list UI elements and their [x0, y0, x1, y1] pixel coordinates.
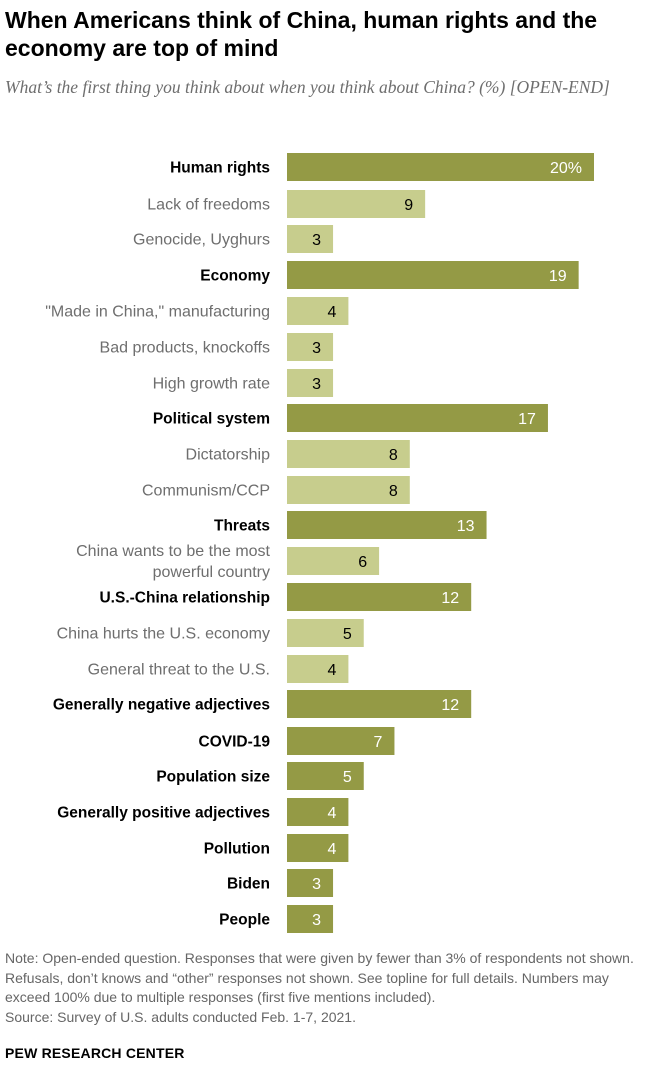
category-label: Communism/CCP [142, 483, 270, 500]
bar-row: People 3 [219, 905, 334, 933]
value-label: 6 [358, 554, 367, 571]
bar-chart: Human rights 20% Lack of freedoms 9 Genocide… [45, 153, 594, 933]
bar [287, 369, 334, 397]
bar [287, 690, 472, 718]
bar [287, 404, 548, 432]
value-label: 17 [518, 411, 536, 428]
bar-row: Communism/CCP 8 [142, 476, 410, 504]
bar-row: Population size 5 [156, 762, 364, 790]
bar-row: Bad products, knockoffs 3 [100, 333, 334, 361]
bar-row: Threats 13 [214, 511, 487, 539]
chart-source: Source: Survey of U.S. adults conducted … [5, 1008, 356, 1025]
bar [287, 869, 334, 897]
bar [287, 333, 334, 361]
value-label: 13 [457, 518, 475, 535]
chart-title: When Americans think of China, human rig… [5, 7, 598, 61]
bar-row: Pollution 4 [204, 834, 349, 862]
value-label: 4 [327, 304, 336, 321]
bar [287, 297, 349, 325]
value-label: 4 [327, 841, 336, 858]
bar [287, 834, 349, 862]
value-label: 3 [312, 340, 321, 357]
value-label: 3 [312, 876, 321, 893]
category-label: Human rights [170, 160, 270, 177]
category-label: Population size [156, 769, 270, 786]
category-label: U.S.-China relationship [99, 590, 270, 607]
bar-row: Economy 19 [200, 261, 579, 289]
bar-row: COVID-19 7 [199, 727, 395, 755]
chart-note: Note: Open-ended question. Responses tha… [5, 950, 634, 1005]
category-label: People [219, 912, 270, 929]
bar-row: Dictatorship 8 [186, 440, 410, 468]
bar-row: Generally positive adjectives 4 [57, 798, 349, 826]
category-label: "Made in China," manufacturing [45, 304, 270, 321]
value-label: 5 [343, 769, 352, 786]
bar [287, 440, 410, 468]
category-label: Generally negative adjectives [53, 697, 270, 714]
bar [287, 727, 395, 755]
category-label: Biden [227, 876, 270, 893]
bar-row: Genocide, Uyghurs 3 [133, 225, 334, 253]
value-label: 5 [343, 626, 352, 643]
category-label: Threats [214, 518, 270, 535]
chart-footer: Note: Open-ended question. Responses tha… [5, 949, 645, 1027]
value-label: 12 [441, 590, 459, 607]
bar [287, 619, 364, 647]
bar [287, 153, 594, 181]
category-label: Dictatorship [186, 447, 271, 464]
bar [287, 655, 349, 683]
value-label: 4 [327, 662, 336, 679]
value-label: 12 [441, 697, 459, 714]
bar-row: Human rights 20% [170, 153, 594, 181]
value-label: 19 [549, 268, 567, 285]
category-label: Economy [200, 268, 270, 285]
category-label: Political system [153, 411, 270, 428]
category-label: General threat to the U.S. [88, 662, 270, 679]
category-label: Generally positive adjectives [57, 805, 270, 822]
bar [287, 190, 426, 218]
chart-subtitle: What’s the first thing you think about w… [5, 77, 610, 97]
bar [287, 547, 380, 575]
category-label: High growth rate [153, 376, 270, 393]
bar-row: China wants to be the most powerful count… [76, 543, 380, 581]
bar-row: High growth rate 3 [153, 369, 334, 397]
bar [287, 583, 472, 611]
bar-row: China hurts the U.S. economy 5 [57, 619, 364, 647]
bar-row: Lack of freedoms 9 [147, 190, 426, 218]
bar-row: General threat to the U.S. 4 [88, 655, 349, 683]
value-label: 9 [404, 197, 413, 214]
bar [287, 511, 487, 539]
bar-row: Generally negative adjectives 12 [53, 690, 472, 718]
category-label: Genocide, Uyghurs [133, 232, 270, 249]
value-label: 3 [312, 912, 321, 929]
category-label: China hurts the U.S. economy [57, 626, 270, 643]
category-label: Bad products, knockoffs [100, 340, 270, 357]
category-label: China wants to be the most powerful count… [76, 543, 270, 581]
category-label: Pollution [204, 841, 270, 858]
bar [287, 798, 349, 826]
value-label: 7 [374, 734, 383, 751]
value-label: 3 [312, 232, 321, 249]
category-label: COVID-19 [199, 734, 271, 751]
bar-row: Biden 3 [227, 869, 334, 897]
bar [287, 476, 410, 504]
bar [287, 905, 334, 933]
bar-row: U.S.-China relationship 12 [99, 583, 472, 611]
bar [287, 261, 579, 289]
bar [287, 762, 364, 790]
value-label: 8 [389, 447, 398, 464]
value-label: 3 [312, 376, 321, 393]
value-label: 20% [550, 160, 582, 177]
value-label: 8 [389, 483, 398, 500]
bar-row: Political system 17 [153, 404, 548, 432]
brand-logo-text: PEW RESEARCH CENTER [5, 1045, 185, 1061]
bar [287, 225, 334, 253]
category-label: Lack of freedoms [147, 197, 270, 214]
value-label: 4 [327, 805, 336, 822]
bar-row: "Made in China," manufacturing 4 [45, 297, 349, 325]
